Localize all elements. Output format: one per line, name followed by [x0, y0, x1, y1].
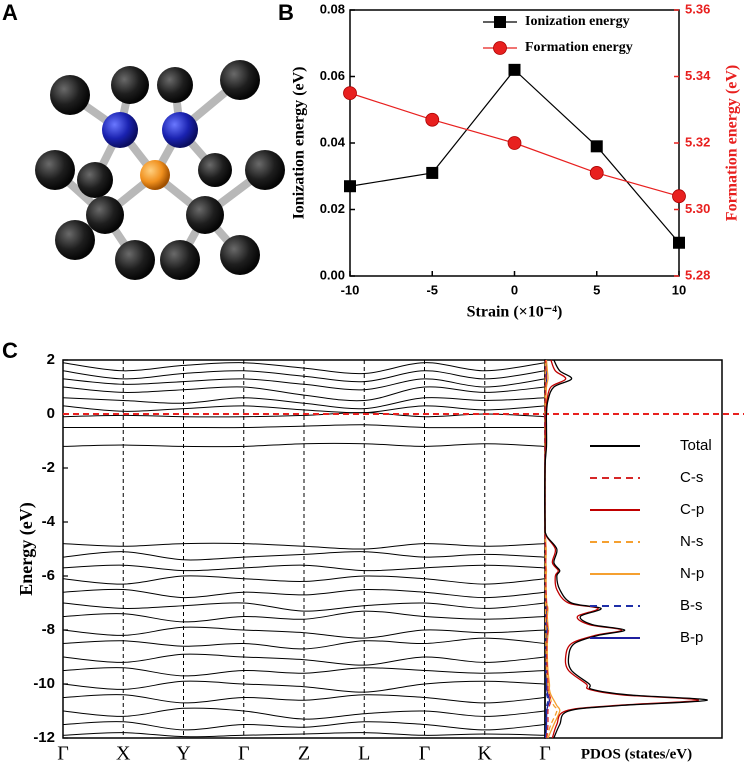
x-tick-label: Γ [419, 743, 431, 765]
x-axis-label: PDOS (states/eV) [581, 746, 692, 762]
legend-label: B-p [680, 629, 703, 646]
y-tick-label: -6 [42, 567, 55, 584]
y-tick-label: -4 [42, 513, 56, 530]
y-tick-label: 0.04 [320, 134, 346, 149]
marker [590, 140, 603, 153]
x-tick-label: L [358, 743, 370, 765]
legend-label: N-p [680, 565, 704, 582]
band [62, 680, 546, 693]
band [62, 626, 546, 639]
band [62, 542, 546, 550]
legend-marker [493, 41, 507, 55]
marker [507, 136, 522, 150]
marker [343, 86, 357, 101]
y2-tick-label: 5.36 [685, 1, 710, 16]
bands [62, 362, 546, 738]
x-axis-label: Strain (×10⁻⁴) [467, 304, 563, 321]
y-tick-label: 0.02 [320, 201, 345, 216]
y-tick-label: 0.00 [320, 267, 345, 282]
legend-label: N-s [680, 533, 703, 550]
y-tick-label: -8 [42, 621, 55, 638]
x-tick-label: Γ [238, 743, 250, 765]
band [62, 707, 546, 720]
marker [508, 63, 521, 76]
y-tick-label: -12 [33, 729, 55, 746]
band [62, 551, 546, 561]
y2-axis-label: Formation energy (eV) [724, 65, 741, 221]
marker [425, 112, 440, 127]
marker [589, 166, 604, 180]
band [62, 667, 546, 677]
band [62, 378, 546, 391]
x-tick-label: Γ [539, 743, 551, 765]
x-tick-label: Γ [57, 743, 69, 765]
y-tick-label: 2 [47, 351, 55, 368]
band [62, 362, 546, 375]
y2-tick-label: 5.30 [685, 201, 710, 216]
legend-label: Ionization energy [525, 14, 630, 29]
band [63, 424, 545, 429]
y-tick-label: -2 [42, 459, 55, 476]
band [62, 721, 546, 731]
marker [344, 180, 356, 193]
x-tick-label: 5 [593, 282, 600, 297]
y-tick-label: 0.08 [320, 1, 345, 16]
band [62, 386, 546, 402]
x-tick-label: Z [298, 743, 310, 765]
y2-tick-label: 5.34 [685, 68, 711, 83]
x-tick-label: 0 [511, 282, 518, 297]
band [62, 370, 546, 383]
pdos-line [544, 359, 700, 739]
band [62, 637, 546, 650]
band [62, 610, 546, 623]
band [62, 575, 546, 585]
band [62, 602, 546, 612]
legend-label: Total [680, 437, 712, 454]
legend-label: C-p [680, 501, 704, 518]
x-tick-label: -5 [426, 282, 438, 297]
x-tick-label: 10 [672, 282, 686, 297]
panel-label: A [2, 0, 18, 25]
series-line [349, 68, 680, 244]
pdos-line [544, 359, 552, 739]
legend-marker [494, 16, 506, 28]
band [62, 442, 546, 448]
band [62, 653, 546, 666]
band [62, 694, 546, 704]
legend-label: Formation energy [525, 40, 633, 55]
y2-tick-label: 5.32 [685, 134, 710, 149]
pdos-line [544, 359, 708, 739]
legend-label: B-s [680, 597, 703, 614]
marker [673, 236, 685, 249]
marker [672, 189, 686, 204]
band [62, 397, 546, 410]
x-tick-label: -10 [341, 282, 360, 297]
band [62, 564, 546, 572]
y-tick-label: -10 [33, 675, 55, 692]
molecule [35, 60, 285, 280]
y-axis-label: Energy (eV) [16, 502, 37, 595]
marker [426, 166, 439, 179]
panel-label: B [278, 0, 294, 25]
x-tick-label: X [116, 743, 131, 765]
y2-tick-label: 5.28 [685, 267, 710, 282]
panel-label: C [2, 338, 18, 363]
y-tick-label: 0 [47, 405, 55, 422]
y-axis-label: Ionization energy (eV) [291, 67, 308, 220]
legend-label: C-s [680, 469, 703, 486]
x-tick-label: Y [176, 743, 190, 765]
band [62, 588, 546, 599]
band [62, 732, 546, 738]
x-tick-label: K [478, 743, 493, 765]
band [62, 405, 546, 414]
y-tick-label: 0.06 [320, 68, 345, 83]
